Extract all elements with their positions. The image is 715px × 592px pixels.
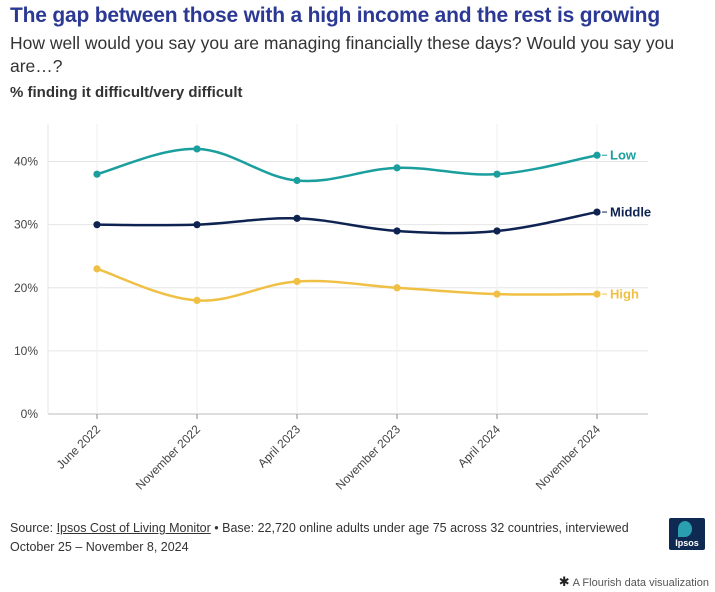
data-point-low xyxy=(493,170,501,178)
y-tick-label: 30% xyxy=(14,218,38,232)
chart-title: The gap between those with a high income… xyxy=(10,4,660,27)
y-tick-label: 0% xyxy=(21,407,39,421)
source-details: • Base: 22,720 online adults under age 7… xyxy=(10,521,629,554)
flourish-star-icon: ✱ xyxy=(558,574,570,589)
series-line-middle xyxy=(96,210,598,235)
data-point-high xyxy=(493,290,501,298)
data-point-low xyxy=(193,145,201,153)
series-label-high: High xyxy=(610,287,639,302)
y-tick-label: 40% xyxy=(14,155,38,169)
x-tick-label: April 2023 xyxy=(255,422,303,470)
source-prefix: Source: xyxy=(10,521,57,535)
series-label-middle: Middle xyxy=(610,205,651,220)
x-tick-label: June 2022 xyxy=(54,422,104,472)
data-point-middle xyxy=(193,221,201,229)
source-note: Source: Ipsos Cost of Living Monitor • B… xyxy=(10,519,660,557)
logo-text: Ipsos xyxy=(675,538,699,548)
data-point-low xyxy=(393,164,401,172)
data-point-high xyxy=(193,296,201,304)
data-point-middle xyxy=(93,221,101,229)
y-tick-label: 20% xyxy=(14,281,38,295)
x-tick-label: November 2024 xyxy=(533,422,604,493)
measure-label: % finding it difficult/very difficult xyxy=(10,84,243,101)
x-tick-label: April 2024 xyxy=(455,422,503,470)
series-line-low xyxy=(96,147,598,183)
data-point-middle xyxy=(593,208,601,216)
flourish-credit[interactable]: ✱ A Flourish data visualization xyxy=(559,574,709,590)
data-point-low xyxy=(93,170,101,178)
axes: 0% 10% 20% 30% 40% June 2022 November 2022 Apri… xyxy=(14,124,603,493)
data-point-middle xyxy=(493,227,501,235)
series-label-low: Low xyxy=(610,148,637,163)
line-chart: 0% 10% 20% 30% 40% June 2022 November 2022 Apri… xyxy=(14,124,651,493)
chart-subtitle: How well would you say you are managing … xyxy=(10,33,675,76)
series-line-high xyxy=(96,267,598,302)
x-tick-label: November 2023 xyxy=(333,422,404,493)
data-point-high xyxy=(293,277,301,286)
data-point-low xyxy=(293,176,301,185)
source-link[interactable]: Ipsos Cost of Living Monitor xyxy=(56,521,211,535)
logo-drop-icon xyxy=(678,521,692,537)
ipsos-logo: Ipsos xyxy=(669,518,705,550)
data-point-high xyxy=(393,284,401,292)
series-lines xyxy=(93,145,601,304)
flourish-credit-text: A Flourish data visualization xyxy=(572,577,709,589)
y-tick-label: 10% xyxy=(14,344,38,358)
data-point-high xyxy=(93,265,101,273)
x-tick-label: November 2022 xyxy=(133,422,204,493)
data-point-middle xyxy=(293,214,301,222)
grid-lines xyxy=(48,124,648,415)
data-point-middle xyxy=(393,227,401,235)
data-point-high xyxy=(593,290,601,298)
data-point-low xyxy=(593,151,601,159)
series-labels: Low Middle High xyxy=(602,148,651,302)
